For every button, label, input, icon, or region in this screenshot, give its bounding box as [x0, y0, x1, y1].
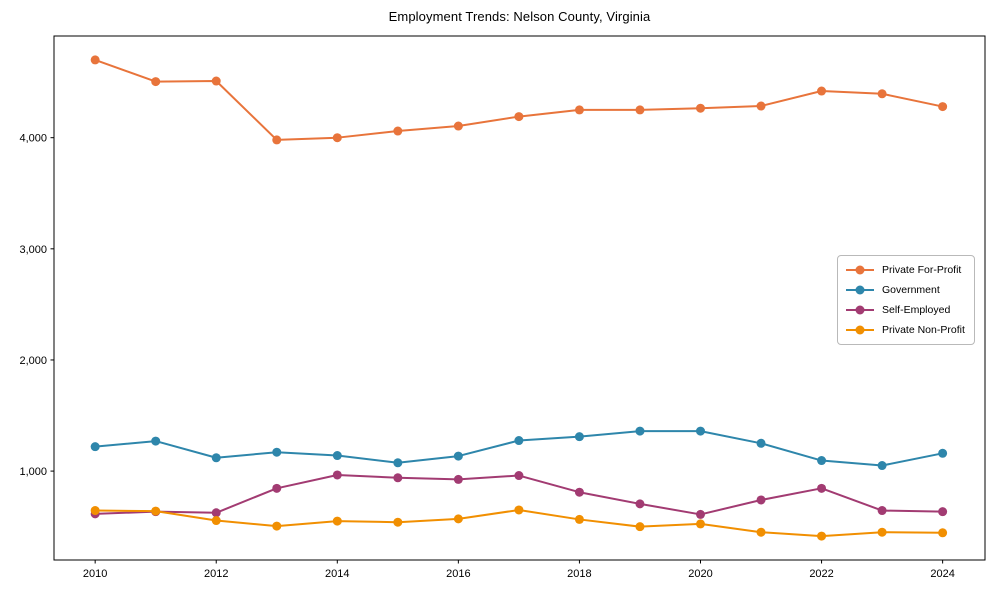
x-axis-tick-label: 2022	[809, 568, 833, 580]
data-point-private-for-profit-2014	[332, 133, 342, 143]
legend-line-marker-icon	[846, 265, 874, 275]
data-point-private-for-profit-2011	[151, 77, 161, 87]
data-point-private-for-profit-2018	[574, 105, 584, 115]
data-point-private-for-profit-2010	[90, 55, 100, 65]
data-point-government-2015	[393, 458, 403, 468]
data-point-private-non-profit-2018	[574, 514, 584, 524]
legend-line-marker-icon	[846, 305, 874, 315]
x-axis-tick-label: 2020	[688, 568, 712, 580]
data-point-private-for-profit-2017	[514, 112, 524, 122]
legend-label: Private For-Profit	[882, 264, 962, 276]
data-point-private-non-profit-2011	[151, 506, 161, 516]
data-point-self-employed-2013	[272, 483, 282, 493]
data-point-government-2011	[151, 436, 161, 446]
data-point-self-employed-2018	[574, 487, 584, 497]
data-point-self-employed-2020	[695, 509, 705, 519]
data-point-government-2019	[635, 426, 645, 436]
data-point-government-2016	[453, 451, 463, 461]
data-point-government-2014	[332, 451, 342, 461]
data-point-private-non-profit-2014	[332, 516, 342, 526]
x-axis-tick-label: 2016	[446, 568, 470, 580]
axes-spines	[53, 35, 986, 561]
legend-item-private-for-profit: Private For-Profit	[845, 261, 968, 279]
data-point-government-2017	[514, 436, 524, 446]
chart-title: Employment Trends: Nelson County, Virgin…	[388, 9, 651, 24]
data-point-self-employed-2012	[211, 508, 221, 518]
data-point-self-employed-2021	[756, 495, 766, 505]
data-point-self-employed-2015	[393, 473, 403, 483]
data-point-self-employed-2023	[877, 506, 887, 516]
legend-label: Government	[882, 284, 940, 296]
data-point-private-non-profit-2022	[817, 531, 827, 541]
data-point-self-employed-2016	[453, 474, 463, 484]
data-point-self-employed-2014	[332, 470, 342, 480]
y-axis-tick-label: 4,000	[19, 133, 47, 145]
legend-item-self-employed: Self-Employed	[845, 301, 968, 319]
series-line-private-for-profit	[94, 58, 944, 141]
data-point-government-2020	[695, 426, 705, 436]
data-point-private-for-profit-2024	[938, 102, 948, 112]
data-point-private-non-profit-2020	[695, 519, 705, 529]
data-point-self-employed-2022	[817, 483, 827, 493]
legend-label: Private Non-Profit	[882, 324, 965, 336]
data-point-private-for-profit-2013	[272, 135, 282, 145]
data-point-self-employed-2019	[635, 499, 645, 509]
legend: Private For-Profit Government Self-Employe…	[837, 255, 975, 345]
data-point-private-non-profit-2019	[635, 522, 645, 532]
data-point-government-2013	[272, 447, 282, 457]
data-point-government-2022	[817, 456, 827, 466]
data-point-government-2012	[211, 453, 221, 463]
data-point-government-2021	[756, 438, 766, 448]
legend-item-private-non-profit: Private Non-Profit	[845, 321, 968, 339]
data-point-private-non-profit-2016	[453, 514, 463, 524]
data-point-private-for-profit-2023	[877, 89, 887, 99]
data-point-private-for-profit-2020	[695, 103, 705, 113]
data-point-private-for-profit-2021	[756, 101, 766, 111]
data-point-private-non-profit-2024	[938, 528, 948, 538]
legend-line-marker-icon	[846, 325, 874, 335]
data-point-self-employed-2017	[514, 471, 524, 481]
legend-line-marker-icon	[846, 285, 874, 295]
data-point-government-2024	[938, 448, 948, 458]
x-axis-tick-label: 2014	[325, 568, 349, 580]
y-axis-tick-label: 3,000	[19, 244, 47, 256]
x-axis-tick-label: 2018	[567, 568, 591, 580]
data-point-private-for-profit-2022	[817, 86, 827, 96]
data-point-private-for-profit-2015	[393, 126, 403, 136]
data-point-government-2018	[574, 432, 584, 442]
data-point-private-non-profit-2015	[393, 517, 403, 527]
data-point-private-non-profit-2010	[90, 506, 100, 516]
legend-item-government: Government	[845, 281, 968, 299]
data-point-private-for-profit-2019	[635, 105, 645, 115]
data-point-private-non-profit-2023	[877, 527, 887, 537]
data-point-private-for-profit-2016	[453, 121, 463, 131]
data-point-private-non-profit-2013	[272, 521, 282, 531]
data-point-private-non-profit-2021	[756, 527, 766, 537]
x-axis-tick-label: 2010	[83, 568, 107, 580]
data-point-government-2010	[90, 442, 100, 452]
y-axis-tick-label: 1,000	[19, 466, 47, 478]
data-point-self-employed-2024	[938, 507, 948, 517]
data-point-private-for-profit-2012	[211, 76, 221, 86]
y-axis-tick-label: 2,000	[19, 355, 47, 367]
x-axis-tick-label: 2024	[930, 568, 954, 580]
data-point-government-2023	[877, 461, 887, 471]
data-point-private-non-profit-2012	[211, 516, 221, 526]
x-axis-tick-label: 2012	[204, 568, 228, 580]
legend-label: Self-Employed	[882, 304, 951, 316]
data-point-private-non-profit-2017	[514, 505, 524, 515]
